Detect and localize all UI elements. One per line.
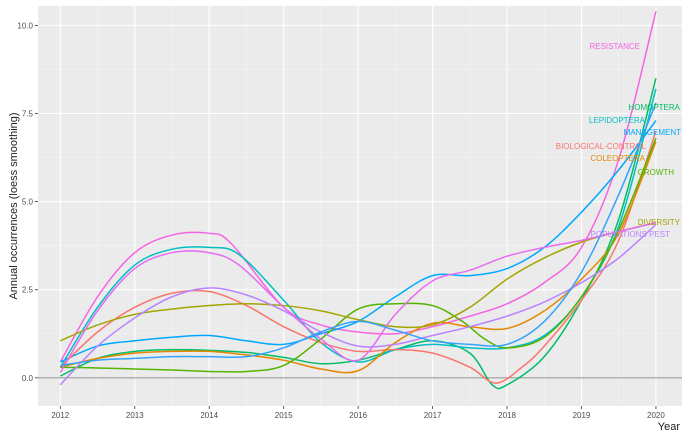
- x-axis-ticks: 2012 2013 2014 2015 2016 2017 2018 2019 2020: [51, 406, 665, 420]
- y-tick-label: 7.5: [22, 109, 34, 118]
- series-label-management: MANAGEMENT: [624, 128, 681, 137]
- x-tick-label: 2016: [349, 411, 367, 420]
- x-tick-label: 2013: [126, 411, 144, 420]
- y-axis-title: Annual occurrences (loess smoothing): [8, 112, 20, 299]
- x-tick-label: 2018: [498, 411, 516, 420]
- x-tick-label: 2017: [424, 411, 442, 420]
- series-line-series-9: [59, 222, 657, 373]
- series-label-resistance: RESISTANCE: [589, 42, 640, 51]
- y-tick-label: 2.5: [22, 286, 34, 295]
- x-tick-label: 2020: [647, 411, 665, 420]
- x-tick-label: 2015: [275, 411, 293, 420]
- series-line-coleoptera: [60, 141, 657, 374]
- x-axis-title: Year: [658, 421, 681, 432]
- series-label-growth: GROWTH: [638, 168, 675, 177]
- series-lines: [59, 11, 657, 390]
- y-tick-label: 0.0: [22, 374, 34, 383]
- series-label-diversity: DIVERSITY: [638, 218, 681, 227]
- series-line-resistance: [59, 11, 657, 363]
- grid-minor: [38, 6, 682, 406]
- x-tick-label: 2014: [200, 411, 218, 420]
- series-line-series-10: [60, 102, 657, 367]
- series-labels: RESISTANCE HOMOPTERA LEPIDOPTERA MANAGEMENT…: [556, 42, 681, 239]
- series-line-diversity: [60, 222, 657, 342]
- series-label-lepidoptera: LEPIDOPTERA: [589, 116, 646, 125]
- series-label-biological-control: BIOLOGICAL-CONTROL: [556, 142, 647, 151]
- y-tick-label: 10.0: [17, 21, 33, 30]
- series-line-populations-pest: [59, 223, 657, 386]
- x-tick-label: 2012: [51, 411, 69, 420]
- series-label-populations-pest: POPULATIONS PEST: [591, 230, 671, 239]
- y-tick-label: 5.0: [22, 198, 34, 207]
- series-label-homoptera: HOMOPTERA: [628, 103, 680, 112]
- series-line-growth: [60, 137, 657, 373]
- series-label-coleoptera: COLEOPTERA: [590, 154, 645, 163]
- x-tick-label: 2019: [573, 411, 591, 420]
- y-axis-ticks: 0.0 2.5 5.0 7.5 10.0: [17, 21, 38, 383]
